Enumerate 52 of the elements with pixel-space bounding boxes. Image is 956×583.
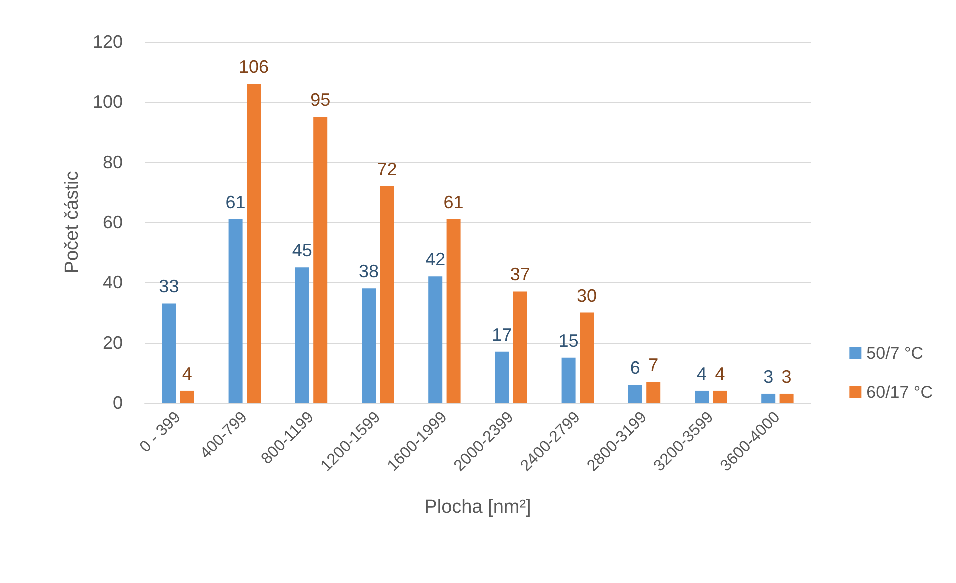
data-label: 3 bbox=[782, 366, 792, 387]
y-axis-title: Počet částic bbox=[62, 171, 84, 274]
data-label: 17 bbox=[492, 324, 512, 345]
data-label: 45 bbox=[292, 240, 312, 261]
data-label: 4 bbox=[715, 364, 726, 384]
bar bbox=[513, 292, 528, 403]
data-label: 6 bbox=[630, 358, 640, 378]
data-label: 95 bbox=[310, 90, 331, 110]
data-label: 4 bbox=[182, 364, 192, 384]
bar bbox=[380, 186, 394, 403]
bar bbox=[762, 394, 776, 403]
bar bbox=[295, 268, 310, 403]
bar bbox=[446, 219, 461, 403]
bar bbox=[314, 117, 328, 403]
data-label: 42 bbox=[426, 250, 446, 270]
data-label: 72 bbox=[377, 159, 398, 180]
bar bbox=[780, 394, 794, 403]
data-label: 38 bbox=[358, 262, 380, 282]
y-tick-label: 20 bbox=[102, 332, 123, 353]
bar bbox=[695, 390, 709, 403]
bar bbox=[646, 382, 661, 403]
data-label: 30 bbox=[576, 286, 598, 306]
data-label: 61 bbox=[226, 192, 246, 212]
data-label: 7 bbox=[648, 354, 659, 375]
bar bbox=[428, 276, 443, 403]
bar bbox=[628, 384, 642, 403]
x-axis-title: Plocha [nm²] bbox=[424, 497, 532, 518]
data-label: 37 bbox=[510, 264, 530, 285]
y-tick-label: 100 bbox=[92, 92, 123, 112]
bar bbox=[228, 219, 243, 403]
y-tick-label: 80 bbox=[102, 152, 123, 172]
y-tick-label: 60 bbox=[102, 212, 123, 232]
bar bbox=[162, 304, 176, 403]
data-label: 106 bbox=[238, 57, 270, 78]
bar bbox=[247, 84, 261, 403]
bar bbox=[713, 390, 728, 403]
bar bbox=[180, 390, 194, 403]
data-label: 33 bbox=[159, 276, 180, 297]
data-label: 61 bbox=[444, 192, 464, 212]
y-tick-label: 120 bbox=[92, 32, 123, 52]
legend-label: 50/7 °C bbox=[866, 344, 924, 363]
data-label: 4 bbox=[696, 364, 708, 384]
bar bbox=[362, 288, 376, 403]
bar bbox=[580, 312, 594, 403]
y-tick-label: 0 bbox=[112, 393, 123, 413]
x-tick-label: 0 - 399 bbox=[137, 408, 184, 456]
bar bbox=[562, 358, 576, 403]
data-label: 15 bbox=[558, 330, 579, 351]
data-label: 3 bbox=[764, 366, 774, 387]
legend-label: 60/17 °C bbox=[866, 383, 934, 402]
bar bbox=[495, 352, 510, 403]
y-tick-label: 40 bbox=[102, 272, 123, 293]
